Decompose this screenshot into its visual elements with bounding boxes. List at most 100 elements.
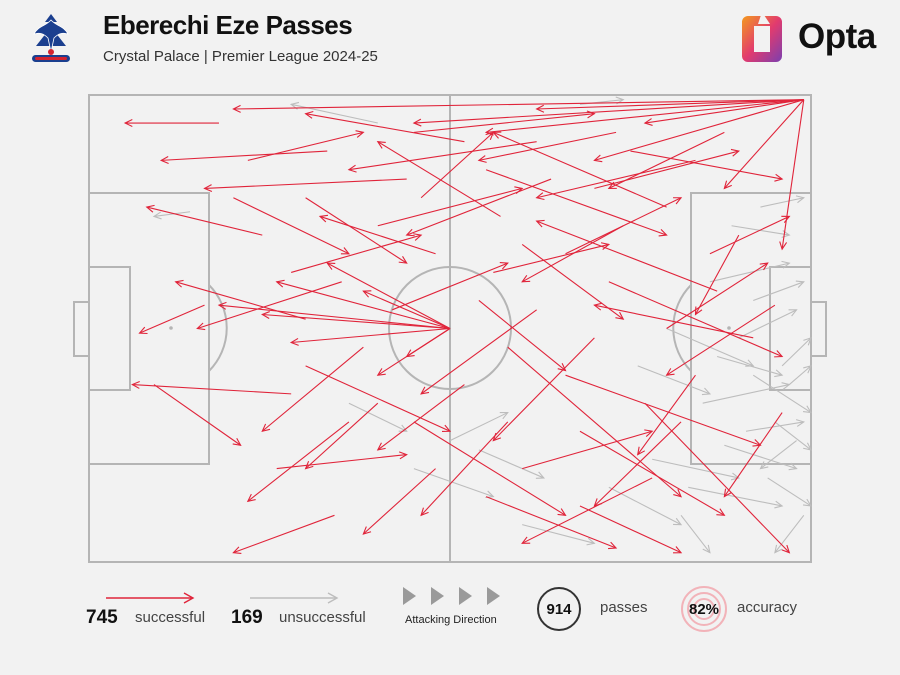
successful-pass-31 (485, 496, 618, 550)
unsuccessful-pass-26 (759, 440, 797, 470)
successful-pass-66 (405, 178, 552, 237)
right-penalty-spot (727, 326, 731, 330)
successful-pass-64 (522, 429, 654, 470)
unsuccessful-count: 169 (231, 607, 263, 628)
unsuccessful-pass-24 (637, 365, 712, 396)
successful-pass-49 (247, 130, 365, 161)
successful-pass-46 (694, 234, 740, 316)
successful-pass-20 (507, 346, 682, 498)
legend-unsuccessful-arrow (250, 592, 339, 604)
successful-label: successful (135, 609, 206, 626)
left-goal (73, 301, 90, 357)
successful-pass-56 (376, 384, 465, 451)
successful-pass-1 (232, 99, 804, 113)
successful-pass-11 (362, 290, 451, 330)
passes-layer (123, 96, 813, 554)
successful-pass-40 (153, 384, 242, 446)
successful-pass-58 (376, 141, 501, 217)
successful-pass-27 (492, 131, 667, 208)
successful-pass-24 (246, 421, 350, 503)
successful-pass-57 (261, 346, 364, 433)
successful-pass-21 (413, 421, 567, 516)
successful-pass-14 (376, 328, 451, 376)
unsuccessful-pass-25 (449, 412, 509, 442)
unsuccessful-pass-27 (608, 486, 683, 526)
unsuccessful-pass-4 (781, 336, 812, 367)
unsuccessful-pass-11 (731, 225, 791, 238)
successful-pass-17 (485, 169, 668, 237)
unsuccessful-pass-28 (522, 524, 596, 546)
unsuccessful-pass-23 (760, 195, 806, 208)
successful-pass-0 (779, 99, 805, 251)
successful-pass-44 (579, 430, 726, 516)
page-subtitle: Crystal Palace | Premier League 2024-25 (103, 48, 378, 65)
page-title: Eberechi Eze Passes (103, 10, 353, 40)
passes-count-badge: 914 (537, 587, 581, 631)
unsuccessful-pass-7 (709, 260, 791, 283)
successful-pass-16 (305, 197, 408, 264)
attacking-direction-label: Attacking Direction (405, 614, 497, 626)
unsuccessful-pass-20 (716, 355, 784, 378)
successful-pass-33 (145, 204, 263, 236)
successful-pass-18 (608, 281, 784, 358)
opta-logo-icon (742, 12, 782, 62)
successful-pass-61 (709, 215, 791, 255)
unsuccessful-pass-22 (680, 514, 711, 554)
unsuccessful-pass-13 (348, 402, 408, 432)
unsuccessful-pass-16 (788, 365, 812, 385)
accuracy-badge: 82% (688, 600, 720, 618)
successful-pass-52 (420, 309, 537, 395)
unsuccessful-pass-14 (413, 468, 495, 499)
successful-pass-68 (291, 233, 423, 273)
unsuccessful-pass-15 (152, 211, 191, 220)
successful-pass-10 (289, 327, 451, 346)
unsuccessful-pass-9 (745, 419, 806, 432)
successful-pass-41 (138, 304, 205, 335)
successful-pass-71 (521, 225, 624, 283)
unsuccessful-pass-10 (688, 486, 784, 509)
successful-pass-35 (159, 150, 328, 164)
unsuccessful-pass-17 (753, 280, 805, 301)
successful-pass-36 (521, 243, 625, 320)
successful-pass-70 (420, 421, 509, 517)
passes-label: passes (600, 599, 648, 616)
left-six-yard-box (88, 266, 131, 391)
successful-pass-51 (392, 262, 509, 311)
unsuccessful-pass-3 (738, 309, 798, 339)
successful-pass-13 (326, 262, 451, 329)
brand-name: Opta (798, 17, 876, 56)
successful-pass-4 (723, 99, 805, 190)
successful-pass-76 (579, 505, 683, 554)
successful-pass-32 (362, 468, 436, 535)
unsuccessful-pass-12 (289, 101, 378, 124)
successful-pass-50 (305, 365, 452, 432)
successful-pass-19 (565, 374, 762, 447)
unsuccessful-pass-2 (724, 444, 798, 471)
right-goal (810, 301, 827, 357)
successful-pass-72 (607, 131, 725, 189)
successful-pass-3 (593, 99, 804, 163)
left-penalty-spot (169, 326, 173, 330)
successful-pass-28 (535, 219, 718, 292)
successful-pass-5 (535, 99, 804, 113)
successful-pass-60 (477, 131, 617, 163)
successful-pass-63 (232, 514, 335, 554)
successful-pass-67 (420, 131, 495, 199)
legend-successful-arrow (106, 592, 195, 604)
accuracy-rings-icon (681, 586, 727, 632)
successful-pass-15 (275, 279, 451, 330)
successful-pass-30 (644, 402, 791, 554)
unsuccessful-pass-19 (652, 458, 741, 481)
successful-pass-37 (594, 148, 741, 189)
accuracy-label: accuracy (737, 599, 798, 616)
successful-count: 745 (86, 607, 118, 628)
successful-pass-8 (261, 311, 451, 330)
successful-pass-73 (665, 304, 776, 376)
successful-pass-25 (203, 178, 407, 193)
successful-pass-62 (318, 214, 436, 255)
unsuccessful-pass-5 (702, 382, 791, 404)
successful-pass-45 (636, 374, 696, 456)
successful-pass-69 (233, 197, 351, 255)
unsuccessful-label: unsuccessful (279, 609, 366, 626)
